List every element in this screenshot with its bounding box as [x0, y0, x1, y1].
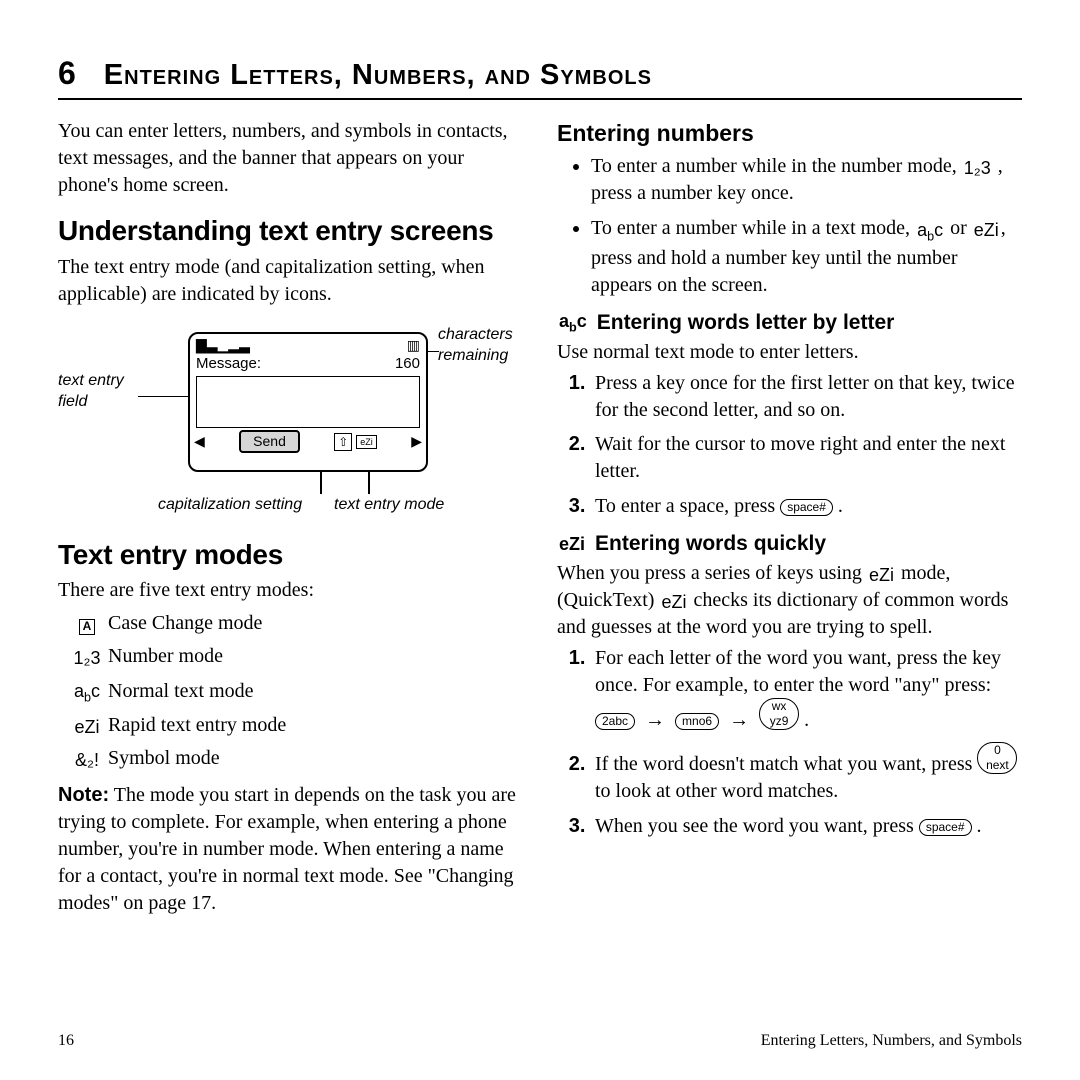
mode-label: Symbol mode: [108, 745, 220, 772]
right-column: Entering numbers To enter a number while…: [557, 118, 1022, 1022]
section-title-letter: abc Entering words letter by letter: [557, 309, 1022, 337]
manual-page: 6 Entering Letters, Numbers, and Symbols…: [0, 0, 1080, 1080]
screen-char-count: 160: [395, 354, 420, 374]
text-entry-diagram: text entry field characters remaining ▇▃…: [58, 322, 523, 522]
abc-icon: abc: [559, 309, 587, 336]
bullet-item: To enter a number while in the number mo…: [591, 153, 1022, 207]
step-item: For each letter of the word you want, pr…: [591, 645, 1022, 734]
quick-intro: When you press a series of keys using eZ…: [557, 560, 1022, 641]
signal-icon: ▇▃▁▂▃: [196, 336, 250, 355]
mode-item: eZiRapid text entry mode: [66, 712, 523, 739]
mode-icon: abc: [66, 676, 108, 706]
mode-icon: eZi: [356, 435, 377, 449]
mode-icon: 1₂3: [66, 643, 108, 670]
quick-steps: For each letter of the word you want, pr…: [557, 645, 1022, 840]
letter-steps: Press a key once for the first letter on…: [557, 370, 1022, 520]
send-softkey: Send: [239, 430, 300, 453]
mode-item: 1₂3Number mode: [66, 643, 523, 670]
left-column: You can enter letters, numbers, and symb…: [58, 118, 523, 1022]
numbers-bullets: To enter a number while in the number mo…: [557, 153, 1022, 299]
section-title-numbers: Entering numbers: [557, 118, 1022, 149]
diagram-label-mode: text entry mode: [334, 494, 444, 515]
page-number: 16: [58, 1032, 74, 1050]
step-item: Wait for the cursor to move right and en…: [591, 431, 1022, 485]
left-arrow-icon: ◀: [194, 432, 205, 451]
mode-label: Rapid text entry mode: [108, 712, 286, 739]
note-text: The mode you start in depends on the tas…: [58, 784, 516, 913]
step-item: If the word doesn't match what you want,…: [591, 742, 1022, 805]
diagram-label-chars: characters remaining: [438, 324, 523, 367]
mode-item: abcNormal text mode: [66, 676, 523, 706]
diagram-label-field: text entry field: [58, 370, 138, 413]
right-arrow-icon: ▶: [411, 432, 422, 451]
step-item: To enter a space, press space# .: [591, 493, 1022, 520]
diagram-label-cap: capitalization setting: [158, 494, 302, 515]
chapter-number: 6: [58, 55, 76, 92]
screen-entry-box: [196, 376, 420, 428]
intro-paragraph: You can enter letters, numbers, and symb…: [58, 118, 523, 198]
section-body-understanding: The text entry mode (and capitalization …: [58, 254, 523, 308]
page-footer: 16 Entering Letters, Numbers, and Symbol…: [58, 1032, 1022, 1050]
note-label: Note:: [58, 784, 109, 806]
mode-label: Normal text mode: [108, 678, 254, 705]
modes-intro: There are five text entry modes:: [58, 577, 523, 604]
mode-label: Number mode: [108, 643, 223, 670]
modes-list: ACase Change mode1₂3Number modeabcNormal…: [58, 610, 523, 773]
mode-label: Case Change mode: [108, 610, 262, 637]
chapter-title: Entering Letters, Numbers, and Symbols: [104, 59, 652, 92]
section-title-quick-text: Entering words quickly: [595, 530, 826, 558]
section-title-quick: eZi Entering words quickly: [557, 530, 1022, 558]
section-title-modes: Text entry modes: [58, 536, 523, 574]
section-title-letter-text: Entering words letter by letter: [597, 309, 895, 337]
bullet-item: To enter a number while in a text mode, …: [591, 215, 1022, 299]
modes-note: Note: The mode you start in depends on t…: [58, 782, 523, 916]
mode-item: ACase Change mode: [66, 610, 523, 637]
content-columns: You can enter letters, numbers, and symb…: [58, 118, 1022, 1022]
cap-icon: ⇧: [334, 433, 352, 451]
diagram-phone-screen: ▇▃▁▂▃ ▥ Message: 160 ◀ Send ⇧ eZi: [188, 332, 428, 472]
mode-icon: &₂!: [66, 745, 108, 772]
section-title-understanding: Understanding text entry screens: [58, 212, 523, 250]
step-item: When you see the word you want, press sp…: [591, 813, 1022, 840]
mode-icon: eZi: [66, 712, 108, 739]
step-item: Press a key once for the first letter on…: [591, 370, 1022, 424]
battery-icon: ▥: [407, 336, 420, 355]
ezi-icon: eZi: [559, 532, 585, 556]
letter-intro: Use normal text mode to enter letters.: [557, 339, 1022, 366]
chapter-header: 6 Entering Letters, Numbers, and Symbols: [58, 55, 1022, 100]
screen-msg-label: Message:: [196, 354, 261, 374]
mode-icon: A: [66, 610, 108, 637]
mode-item: &₂!Symbol mode: [66, 745, 523, 772]
footer-section-title: Entering Letters, Numbers, and Symbols: [761, 1032, 1022, 1050]
